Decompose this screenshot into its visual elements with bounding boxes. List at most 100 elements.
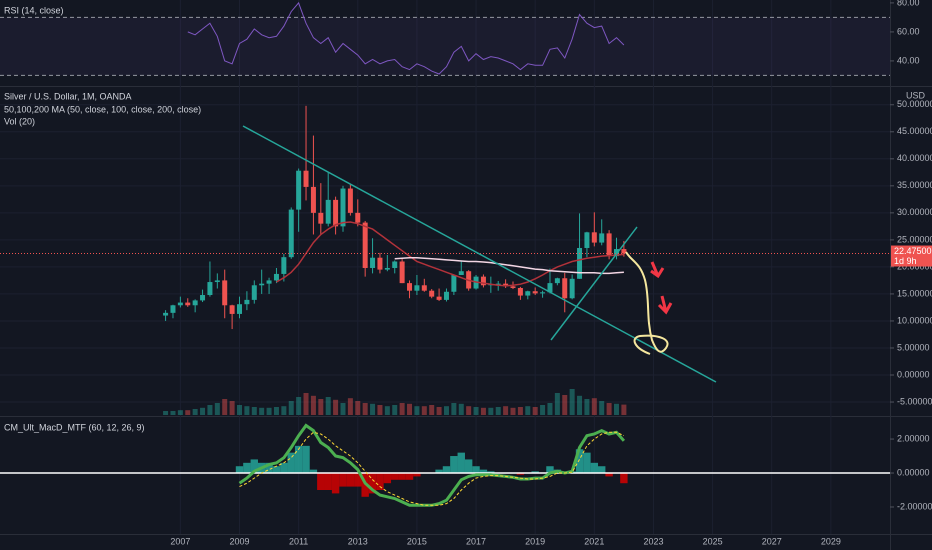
y-tick-label: 50.00000 [897, 99, 932, 109]
histogram-bar [309, 469, 318, 474]
volume-bar [414, 406, 420, 415]
histogram-bar [346, 473, 355, 487]
y-tick-label: 5.00000 [897, 342, 930, 352]
x-tick-label: 2009 [229, 536, 249, 546]
histogram-bar [280, 462, 288, 474]
candle-body [355, 212, 361, 223]
volume-bar [436, 407, 442, 415]
histogram-bar [479, 469, 488, 474]
candle-body [384, 267, 390, 270]
volume-bar [362, 403, 368, 415]
histogram-bar [590, 462, 599, 474]
volume-bar [621, 404, 627, 415]
candle-body [207, 282, 213, 296]
rsi-title: RSI (14, close) [4, 5, 64, 15]
volume-bar [540, 405, 546, 415]
macd-line [239, 431, 625, 506]
histogram-bar [331, 473, 340, 494]
currency: USD [906, 90, 926, 100]
volume-bar [281, 406, 287, 415]
y-tick-label: 45.00000 [897, 126, 932, 136]
candle-body [458, 271, 464, 276]
rsi-line [187, 1, 625, 75]
volume-bar [466, 406, 472, 415]
y-tick-label: 2.00000 [897, 433, 930, 443]
x-tick-label: 2013 [348, 536, 368, 546]
histogram-bar [487, 471, 495, 474]
candle-body [177, 302, 183, 306]
candle-body [296, 170, 302, 210]
x-tick-label: 2017 [466, 536, 486, 546]
candle-body [540, 292, 546, 294]
candle-body [281, 257, 287, 274]
rsi-band [0, 17, 890, 76]
histogram-bar [235, 466, 244, 474]
candle-body [237, 304, 243, 314]
y-tick-label: 0.00000 [897, 369, 930, 379]
histogram-bar [272, 466, 281, 474]
candle-body [569, 278, 575, 299]
volume-bar [200, 407, 206, 415]
volume-bar [163, 411, 169, 415]
volume-bar [451, 403, 457, 415]
volume-bar [259, 407, 265, 415]
candle-body [170, 305, 176, 313]
volume-bar [170, 411, 176, 415]
candle-body [480, 276, 486, 286]
candle-body [554, 278, 560, 284]
candle-body [310, 186, 316, 213]
candle-body [525, 291, 531, 296]
candle-body [325, 199, 331, 224]
volume-bar [192, 409, 198, 415]
volume-bar [384, 406, 390, 415]
volume-bar [333, 399, 339, 415]
candle-body [407, 283, 413, 291]
volume-bar [318, 399, 324, 415]
histogram-bar [368, 473, 377, 494]
candle-body [606, 233, 612, 257]
volume-bar [503, 406, 509, 415]
candle-body [273, 273, 279, 281]
candle-body [421, 285, 427, 291]
volume-bar [554, 393, 560, 415]
volume-bar [510, 407, 516, 415]
y-tick-label: 35.00000 [897, 180, 932, 190]
candle-body [510, 286, 516, 288]
candle-body [599, 233, 605, 243]
histogram-bar [250, 459, 258, 474]
candle-body [303, 170, 309, 187]
volume-bar [532, 407, 538, 415]
histogram-bar [598, 466, 606, 474]
candle-body [347, 188, 353, 213]
y-tick-label: -2.00000 [897, 501, 932, 511]
candle-body [163, 312, 169, 316]
candle-body [621, 249, 627, 254]
y-tick-label: 15.00000 [897, 288, 932, 298]
x-tick-label: 2019 [525, 536, 545, 546]
y-tick-label: 40.00000 [897, 153, 932, 163]
candle-body [288, 209, 294, 258]
histogram-bar [450, 456, 458, 474]
marks [0, 1, 890, 507]
histogram-bar [317, 473, 325, 490]
candle-body [185, 302, 191, 306]
histogram-bar [413, 473, 421, 477]
volume-bar [347, 398, 353, 415]
x-tick-label: 2029 [821, 536, 841, 546]
candle-body [362, 222, 368, 268]
grid [0, 0, 890, 534]
volume-bar [577, 395, 583, 415]
candle-body [222, 280, 228, 306]
volume-bar [562, 395, 568, 415]
moving-average [394, 256, 624, 275]
volume-bar [525, 406, 531, 415]
candle-body [503, 283, 509, 287]
volume-bar [569, 389, 575, 415]
histogram-bar [575, 449, 584, 474]
candle-body [333, 199, 339, 227]
volume-bar [429, 405, 435, 415]
histogram-bar [405, 473, 414, 480]
x-tick-label: 2011 [289, 536, 308, 546]
x-tick-label: 2021 [584, 536, 604, 546]
